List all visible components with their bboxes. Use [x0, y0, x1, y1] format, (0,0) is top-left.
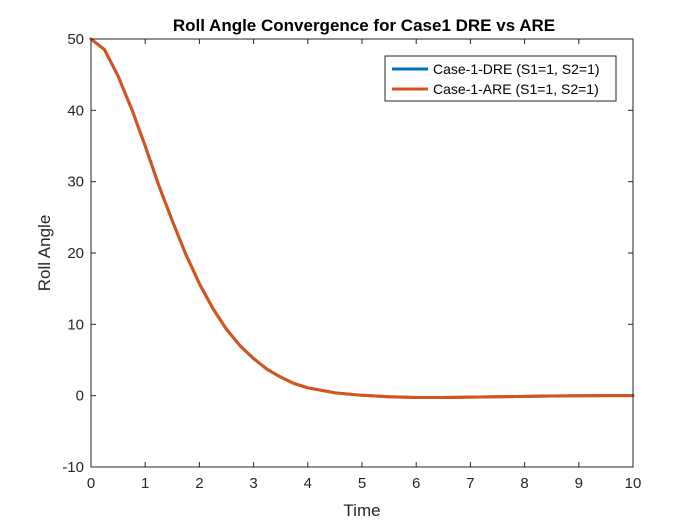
y-tick-label: 10: [67, 316, 84, 333]
y-tick-label: 20: [67, 245, 84, 262]
legend-box: [384, 55, 617, 102]
x-tick-label: 9: [575, 475, 583, 492]
x-tick-label: 2: [195, 475, 203, 492]
x-tick-label: 6: [412, 475, 420, 492]
x-tick-label: 3: [249, 475, 257, 492]
x-axis-label: Time: [343, 501, 380, 520]
plot-area: [91, 39, 633, 467]
x-tick-label: 7: [466, 475, 474, 492]
x-tick-label: 4: [304, 475, 312, 492]
legend: Case-1-DRE (S1=1, S2=1) Case-1-ARE (S1=1…: [384, 55, 617, 102]
plot-border: [90, 38, 634, 468]
legend-label-are: Case-1-ARE (S1=1, S2=1): [433, 81, 599, 97]
x-tick-label: 5: [358, 475, 366, 492]
chart-title: Roll Angle Convergence for Case1 DRE vs …: [173, 16, 555, 35]
series-layer: [89, 37, 635, 399]
y-tick-label: 0: [76, 388, 84, 405]
legend-label-dre: Case-1-DRE (S1=1, S2=1): [433, 61, 600, 77]
x-tick-label: 0: [87, 475, 95, 492]
y-tick-label: 30: [67, 174, 84, 191]
series-line-1: [89, 37, 635, 399]
y-axis-label: Roll Angle: [35, 215, 54, 292]
y-tick-label: 50: [67, 31, 84, 48]
x-tick-label: 8: [520, 475, 528, 492]
y-tick-label: -10: [62, 459, 84, 476]
y-tick-label: 40: [67, 102, 84, 119]
x-tick-label: 1: [141, 475, 149, 492]
x-tick-label: 10: [625, 475, 642, 492]
